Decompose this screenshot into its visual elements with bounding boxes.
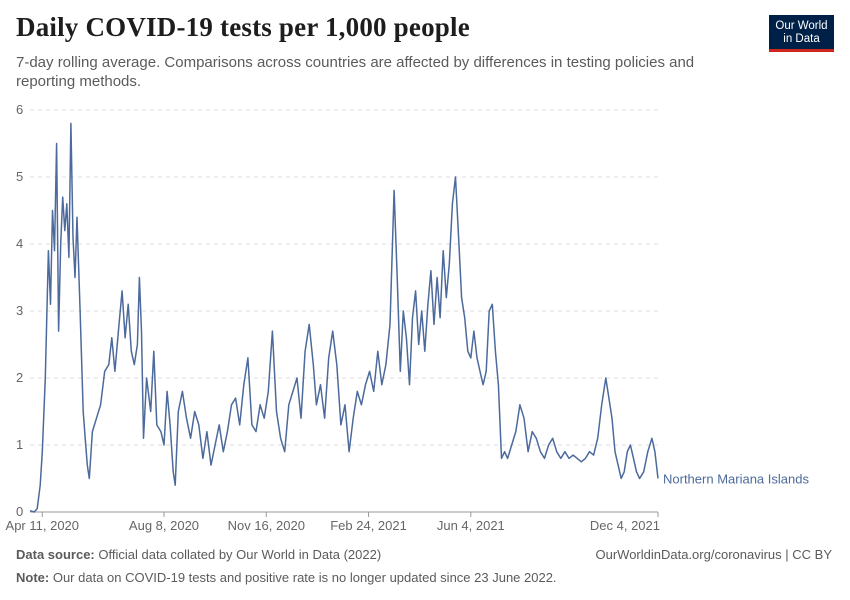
grid-lines xyxy=(30,109,658,446)
series-line[interactable] xyxy=(29,122,659,513)
x-tick-label: Nov 16, 2020 xyxy=(228,518,305,533)
x-tick-label: Dec 4, 2021 xyxy=(590,518,660,533)
data-source: Data source: Official data collated by O… xyxy=(16,547,381,562)
x-tick-label: Apr 11, 2020 xyxy=(6,518,79,533)
data-note: Note: Our data on COVID-19 tests and pos… xyxy=(16,570,557,585)
source-url-link[interactable]: OurWorldinData.org/coronavirus | CC BY xyxy=(595,547,832,562)
y-tick-label: 4 xyxy=(16,236,23,251)
data-source-text: Official data collated by Our World in D… xyxy=(98,547,382,562)
x-tick-label: Jun 4, 2021 xyxy=(437,518,505,533)
y-tick-label: 3 xyxy=(16,303,23,318)
x-axis: Apr 11, 2020 Aug 8, 2020 Nov 16, 2020 Feb 2… xyxy=(6,511,660,533)
logo-line-1: Our World xyxy=(775,19,828,32)
y-tick-label: 0 xyxy=(16,504,23,519)
y-axis-ticks: 0 1 2 3 4 5 6 xyxy=(16,102,23,519)
line-chart[interactable]: 0 1 2 3 4 5 6 Apr 11, 2020 Aug 8, 2020 Nov 16, 2… xyxy=(0,0,850,540)
y-tick-label: 5 xyxy=(16,169,23,184)
note-text: Our data on COVID-19 tests and positive … xyxy=(52,570,557,585)
y-tick-label: 1 xyxy=(16,437,23,452)
chart-subtitle: 7-day rolling average. Comparisons acros… xyxy=(16,54,695,90)
note-label: Note: xyxy=(16,570,50,585)
owid-logo[interactable]: Our World in Data xyxy=(769,15,834,52)
series-label[interactable]: Northern Mariana Islands xyxy=(663,472,809,487)
x-tick-label: Aug 8, 2020 xyxy=(129,518,199,533)
y-tick-label: 6 xyxy=(16,102,23,117)
data-source-label: Data source: xyxy=(16,547,95,562)
y-tick-label: 2 xyxy=(16,370,23,385)
series-group[interactable]: Northern Mariana Islands xyxy=(29,122,809,513)
logo-line-2: in Data xyxy=(783,32,820,45)
chart-title: Daily COVID-19 tests per 1,000 people xyxy=(16,12,470,42)
x-tick-label: Feb 24, 2021 xyxy=(330,518,407,533)
